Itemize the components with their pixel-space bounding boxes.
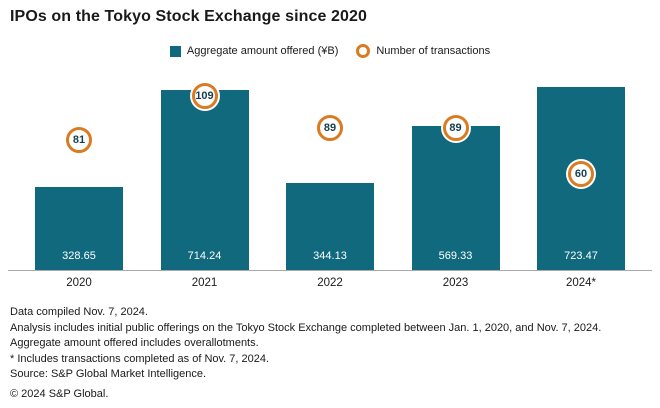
legend: Aggregate amount offered (¥B) Number of … — [0, 44, 660, 58]
x-axis-label: 2021 — [191, 277, 218, 289]
bar-value-label: 328.65 — [62, 250, 96, 262]
transactions-badge: 60 — [568, 161, 594, 187]
x-axis-line — [8, 270, 652, 271]
legend-item-transactions: Number of transactions — [356, 44, 490, 58]
bar-value-label: 723.47 — [564, 250, 598, 262]
bar-swatch-icon — [169, 45, 181, 57]
transactions-badge: 89 — [317, 114, 343, 141]
x-axis-label: 2023 — [442, 277, 469, 289]
bar-chart: 328.65 81 714.24 109 344.13 89 569.33 89 723.47 6… — [35, 78, 625, 270]
transactions-badge: 109 — [191, 82, 218, 109]
transactions-ring-icon — [356, 44, 371, 58]
chart-column: 723.47 60 — [537, 78, 625, 270]
x-axis-label: 2022 — [317, 277, 343, 289]
bar-value-label: 344.13 — [313, 250, 347, 262]
legend-item-amount: Aggregate amount offered (¥B) — [169, 45, 339, 57]
x-axis-labels: 2020 2021 2022 2023 2024* — [35, 277, 625, 289]
bar-value-label: 569.33 — [438, 250, 473, 262]
transactions-badge: 89 — [442, 114, 469, 141]
x-axis-label: 2020 — [66, 277, 92, 289]
footnote-line: Source: S&P Global Market Intelligence. — [10, 368, 207, 380]
copyright-line: © 2024 S&P Global. — [10, 387, 109, 400]
footnote-line: Data compiled Nov. 7, 2024. — [10, 306, 148, 318]
footnote-line: Analysis includes initial public offerin… — [10, 321, 602, 334]
footnote-line: Aggregate amount offered includes overal… — [10, 337, 259, 349]
footnote-line: * Includes transactions completed as of … — [10, 352, 270, 365]
bar-2022: 344.13 — [286, 183, 374, 270]
chart-column: 714.24 109 — [160, 78, 249, 270]
bar-2021: 714.24 — [160, 89, 249, 270]
footnotes: Data compiled Nov. 7, 2024. Analysis incl… — [10, 305, 601, 402]
bar-2023: 569.33 — [411, 126, 500, 270]
chart-title: IPOs on the Tokyo Stock Exchange since 2… — [10, 8, 368, 25]
x-axis-label: 2024* — [565, 277, 597, 289]
chart-column: 344.13 89 — [286, 78, 374, 270]
bar-value-label: 714.24 — [187, 250, 222, 262]
chart-column: 328.65 81 — [35, 78, 123, 270]
chart-column: 569.33 89 — [411, 78, 500, 270]
legend-label-amount: Aggregate amount offered (¥B) — [186, 45, 339, 57]
transactions-badge: 81 — [66, 127, 92, 154]
legend-label-transactions: Number of transactions — [376, 45, 491, 57]
bar-2020: 328.65 — [35, 186, 123, 270]
